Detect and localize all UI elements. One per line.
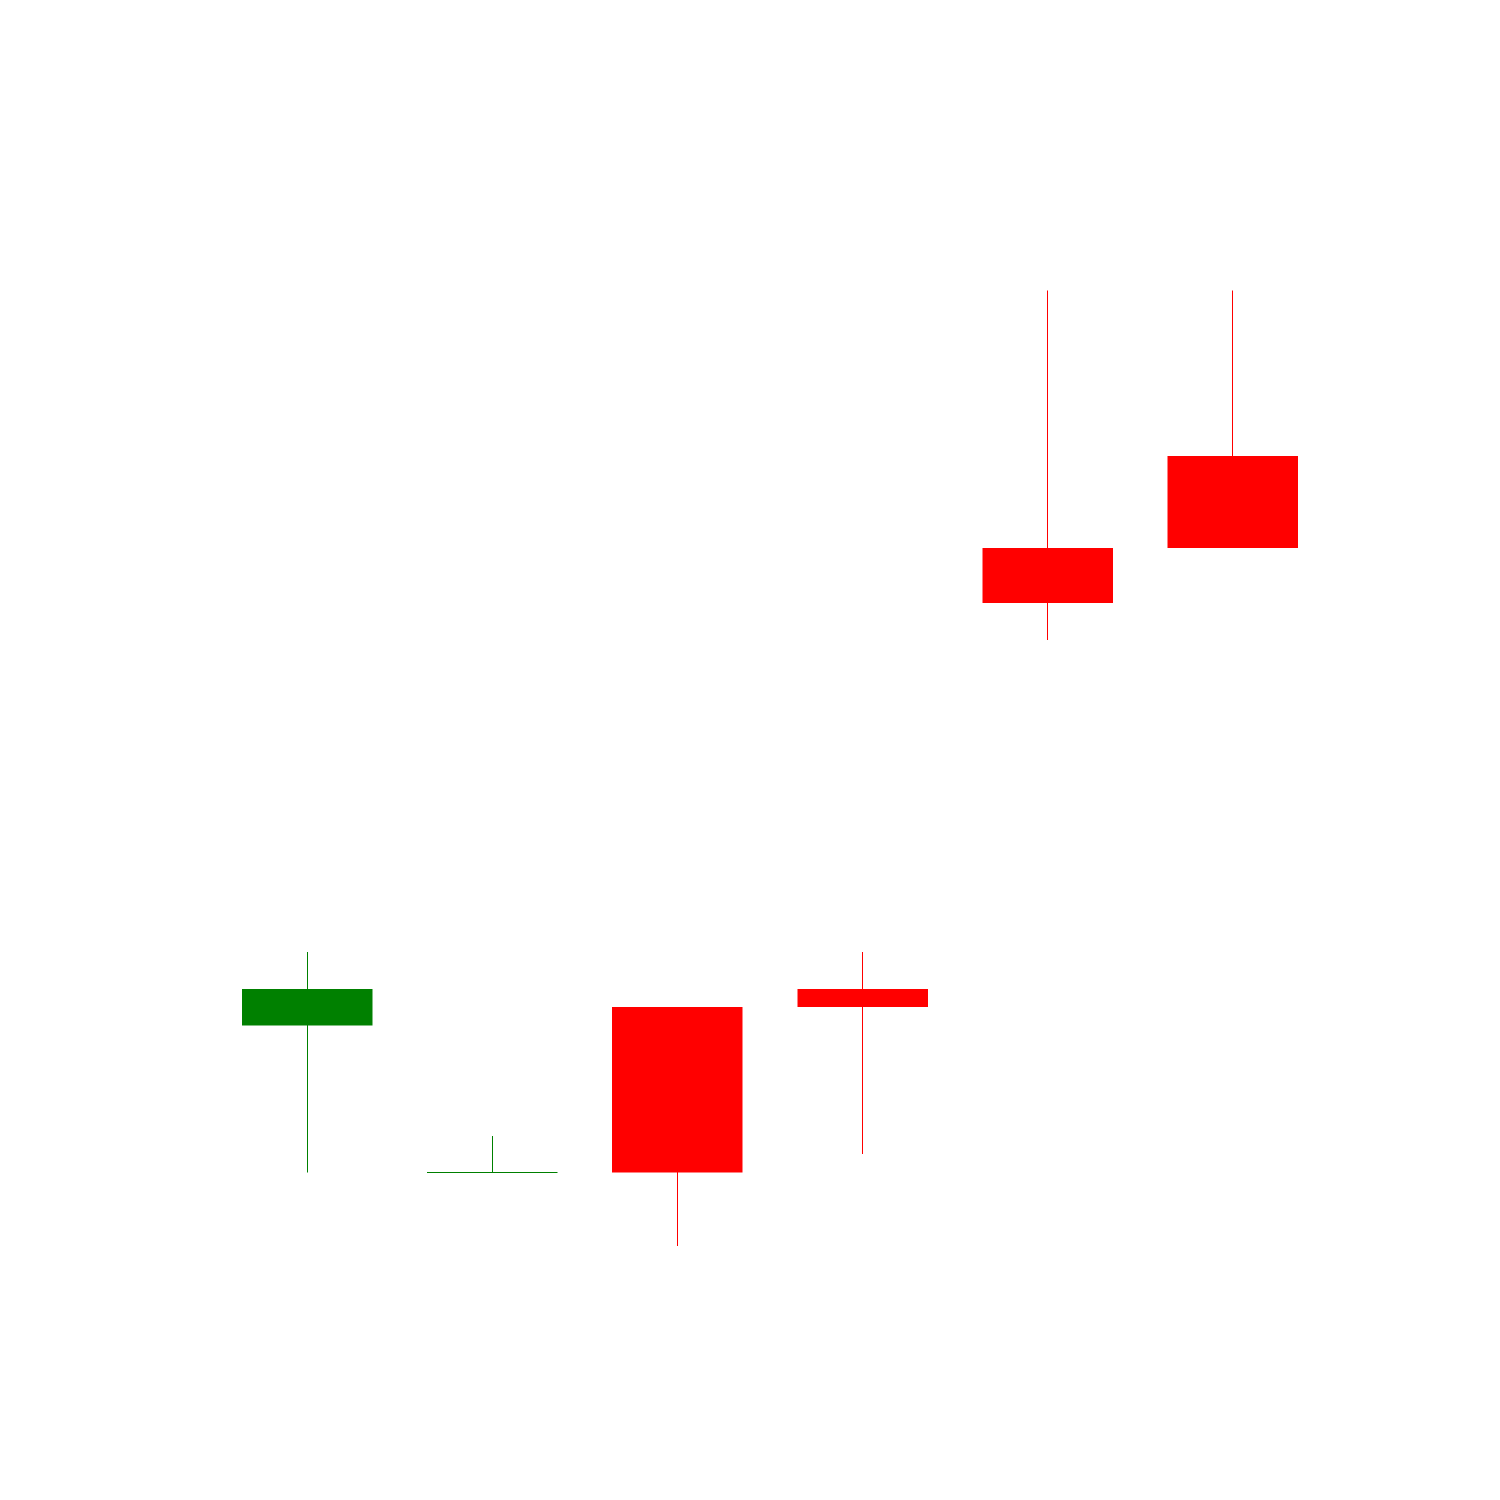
candle-body [982,547,1113,604]
candle-2 [427,1135,558,1174]
candle-5 [982,290,1113,640]
candles-layer [242,290,1298,1247]
candle-body [242,988,373,1026]
candle-body [612,1007,743,1173]
candle-1 [242,952,373,1173]
candle-3 [612,1007,743,1247]
candle-body [797,988,928,1008]
candle-6 [1167,290,1298,548]
candle-body [1167,456,1298,548]
candle-4 [797,952,928,1155]
